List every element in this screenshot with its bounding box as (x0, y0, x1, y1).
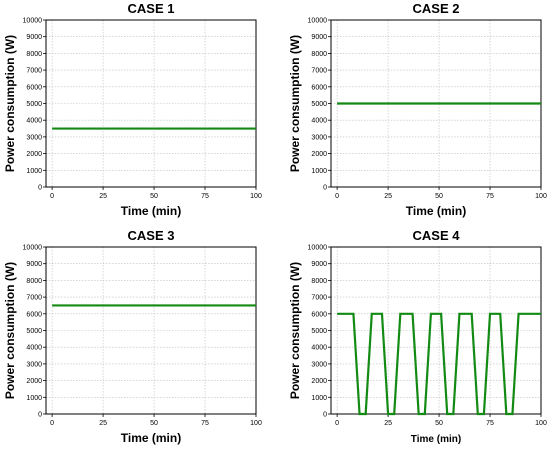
y-tick-label: 8000 (26, 278, 42, 285)
y-tick-label: 7000 (311, 295, 327, 302)
y-tick-label: 8000 (26, 51, 42, 58)
y-tick-label: 6000 (26, 311, 42, 318)
y-axis-label: Power consumption (W) (288, 262, 302, 399)
y-tick-label: 5000 (26, 328, 42, 335)
series-line-1 (337, 312, 541, 416)
y-tick-label: 2000 (26, 151, 42, 158)
chart-panel-1: 0100020003000400050006000700080009000100… (3, 1, 262, 218)
x-tick-label: 0 (50, 193, 54, 200)
chart-panel-3: 0100020003000400050006000700080009000100… (3, 228, 262, 445)
y-tick-label: 2000 (311, 151, 327, 158)
y-tick-label: 1000 (26, 168, 42, 175)
y-axis-label: Power consumption (W) (3, 262, 17, 399)
chart-title: CASE 1 (128, 1, 175, 16)
y-tick-label: 6000 (311, 84, 327, 91)
chart-title: CASE 2 (413, 1, 460, 16)
x-axis-label: Time (min) (121, 431, 181, 445)
y-tick-label: 10000 (23, 245, 43, 252)
y-tick-label: 2000 (26, 378, 42, 385)
y-tick-label: 7000 (26, 68, 42, 75)
y-tick-label: 0 (323, 412, 327, 419)
y-tick-label: 5000 (311, 328, 327, 335)
x-tick-label: 75 (486, 193, 494, 200)
y-axis-label: Power consumption (W) (288, 35, 302, 172)
x-tick-label: 100 (535, 420, 547, 427)
y-tick-label: 9000 (311, 34, 327, 41)
y-tick-label: 3000 (26, 134, 42, 141)
y-tick-label: 4000 (26, 118, 42, 125)
y-tick-label: 3000 (311, 361, 327, 368)
y-tick-label: 9000 (311, 261, 327, 268)
x-tick-label: 25 (99, 193, 107, 200)
x-axis-label: Time (min) (121, 204, 181, 218)
y-tick-label: 3000 (26, 361, 42, 368)
y-tick-label: 5000 (311, 101, 327, 108)
x-tick-label: 50 (150, 193, 158, 200)
y-tick-label: 10000 (308, 18, 328, 25)
y-tick-label: 6000 (26, 84, 42, 91)
x-tick-label: 25 (384, 193, 392, 200)
x-tick-label: 75 (486, 420, 494, 427)
y-tick-label: 1000 (26, 395, 42, 402)
x-tick-label: 50 (435, 420, 443, 427)
x-tick-label: 0 (335, 420, 339, 427)
y-tick-label: 3000 (311, 134, 327, 141)
x-tick-label: 100 (535, 193, 547, 200)
y-tick-label: 0 (323, 185, 327, 192)
y-tick-label: 9000 (26, 34, 42, 41)
x-tick-label: 75 (201, 420, 209, 427)
y-tick-label: 0 (38, 412, 42, 419)
y-tick-label: 10000 (23, 18, 43, 25)
y-tick-label: 1000 (311, 168, 327, 175)
y-tick-label: 0 (38, 185, 42, 192)
chart-title: CASE 4 (413, 228, 461, 243)
x-tick-label: 25 (99, 420, 107, 427)
y-tick-label: 2000 (311, 378, 327, 385)
y-tick-label: 8000 (311, 278, 327, 285)
y-tick-label: 1000 (311, 395, 327, 402)
y-tick-label: 7000 (311, 68, 327, 75)
x-axis-label: Time (min) (411, 434, 461, 445)
y-axis-label: Power consumption (W) (3, 35, 17, 172)
y-tick-label: 7000 (26, 295, 42, 302)
y-tick-label: 5000 (26, 101, 42, 108)
y-tick-label: 6000 (311, 311, 327, 318)
y-tick-label: 4000 (311, 118, 327, 125)
chart-panel-4: 0100020003000400050006000700080009000100… (288, 228, 547, 445)
x-tick-label: 50 (150, 420, 158, 427)
x-tick-label: 100 (250, 420, 262, 427)
y-tick-label: 8000 (311, 51, 327, 58)
x-tick-label: 75 (201, 193, 209, 200)
y-tick-label: 4000 (26, 345, 42, 352)
y-tick-label: 9000 (26, 261, 42, 268)
y-tick-label: 10000 (308, 245, 328, 252)
chart-panel-2: 0100020003000400050006000700080009000100… (288, 1, 547, 218)
x-tick-label: 0 (335, 193, 339, 200)
x-tick-label: 100 (250, 193, 262, 200)
y-tick-label: 4000 (311, 345, 327, 352)
x-tick-label: 0 (50, 420, 54, 427)
chart-title: CASE 3 (128, 228, 175, 243)
x-axis-label: Time (min) (406, 204, 466, 218)
x-tick-label: 50 (435, 193, 443, 200)
x-tick-label: 25 (384, 420, 392, 427)
